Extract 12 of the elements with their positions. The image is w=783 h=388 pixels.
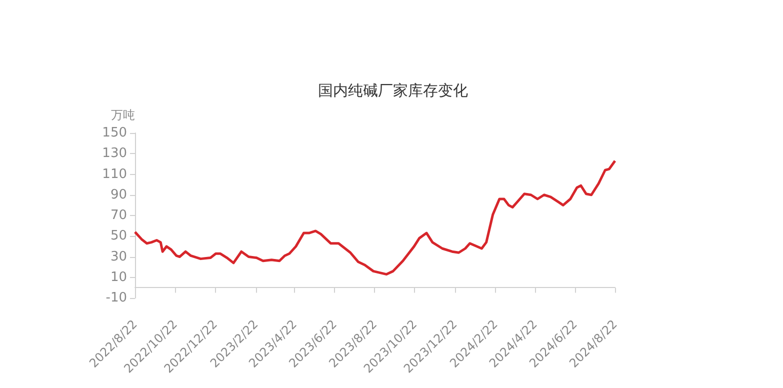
y-tick-label: 90 [110, 187, 127, 202]
chart-title: 国内纯碱厂家库存变化 [318, 82, 468, 100]
y-tick-label: 110 [102, 166, 127, 182]
y-axis-title: 万吨 [111, 108, 135, 122]
y-tick-label: 150 [102, 126, 127, 140]
y-tick-label: -10 [106, 290, 127, 306]
y-tick-label: 30 [110, 249, 127, 264]
y-tick-label: 70 [110, 208, 127, 223]
y-tick-label: 50 [110, 228, 127, 244]
y-tick-label: 10 [110, 270, 127, 285]
y-tick-label: 130 [102, 146, 127, 162]
line-series [134, 160, 616, 276]
